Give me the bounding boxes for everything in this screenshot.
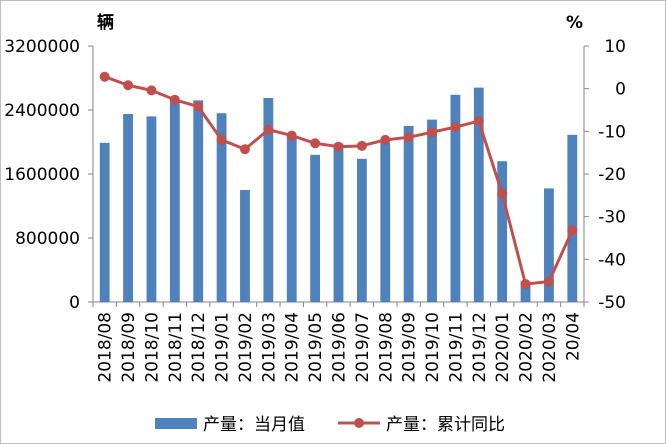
point-2019/12 xyxy=(473,116,484,127)
left-tick-label: 0 xyxy=(69,293,80,313)
left-axis-unit: 辆 xyxy=(97,12,114,33)
x-tick-label: 2019/03 xyxy=(259,312,279,383)
x-tick-label: 2018/10 xyxy=(142,312,162,383)
bar-2020/01 xyxy=(497,161,508,302)
point-2019/10 xyxy=(427,127,438,138)
point-2019/11 xyxy=(450,122,461,133)
point-2019/03 xyxy=(263,124,274,135)
bar-2019/12 xyxy=(473,87,484,302)
bar-2020/02 xyxy=(520,281,531,302)
point-2019/09 xyxy=(403,132,414,143)
bar-2019/02 xyxy=(240,190,250,302)
x-tick-label: 2018/08 xyxy=(96,312,116,383)
x-tick-label: 2019/12 xyxy=(470,312,490,383)
x-tick-label: 2019/08 xyxy=(376,312,396,383)
x-tick-label: 2019/07 xyxy=(353,312,373,383)
point-2018/09 xyxy=(123,80,134,91)
bar-2018/12 xyxy=(193,100,204,303)
bar-2020/03 xyxy=(544,188,554,302)
bar-2019/06 xyxy=(333,143,344,302)
right-axis-unit: % xyxy=(566,13,583,33)
bar-2019/05 xyxy=(310,154,321,302)
bar-2018/10 xyxy=(146,116,157,303)
point-2019/02 xyxy=(239,144,250,155)
legend: 产量：当月值 产量：累计同比 xyxy=(155,415,505,435)
point-2020/01 xyxy=(497,188,508,199)
x-tick-labels: 2018/08 2018/09 2018/10 2018/11 2018/12 2019/… xyxy=(96,312,584,383)
left-tick-label: 1600000 xyxy=(4,165,80,185)
right-tick-label: -30 xyxy=(598,208,626,228)
x-tick-label: 2019/04 xyxy=(283,312,303,383)
left-tick-label: 800000 xyxy=(15,229,80,249)
point-2019/04 xyxy=(286,130,297,141)
bar-series xyxy=(99,87,578,303)
line-series xyxy=(99,71,578,290)
legend-line-label: 产量：累计同比 xyxy=(386,415,505,435)
x-tick-label: 2020/01 xyxy=(493,312,513,383)
x-tick-label: 2019/02 xyxy=(236,312,256,383)
bar-2018/09 xyxy=(123,114,133,302)
bar-2018/11 xyxy=(169,100,180,303)
x-tick-label: 2019/11 xyxy=(446,312,466,383)
left-tick-label: 3200000 xyxy=(4,37,80,57)
bar-2019/03 xyxy=(263,98,274,302)
point-2019/05 xyxy=(310,138,321,149)
bar-2019/07 xyxy=(356,158,367,302)
legend-line-marker xyxy=(354,418,364,428)
x-tick-label: 2019/06 xyxy=(330,312,350,383)
legend-bar-swatch xyxy=(155,418,197,429)
point-2019/06 xyxy=(333,141,344,152)
bar-2019/10 xyxy=(427,119,437,302)
point-2019/07 xyxy=(356,140,367,151)
x-tick-label: 2019/10 xyxy=(423,312,443,383)
x-tick-label: 2019/05 xyxy=(306,312,326,383)
bar-2019/11 xyxy=(450,94,461,302)
x-tick-label: 2019/09 xyxy=(400,312,420,383)
point-2020/03 xyxy=(543,276,554,287)
x-tick-label: 2020/03 xyxy=(540,312,560,383)
right-tick-label: -20 xyxy=(598,165,626,185)
bar-20/04 xyxy=(567,134,578,302)
legend-bar-label: 产量：当月值 xyxy=(203,415,305,435)
point-2020/02 xyxy=(520,279,531,290)
point-2018/08 xyxy=(99,71,110,82)
x-tick-label: 2020/02 xyxy=(517,312,537,383)
point-2019/01 xyxy=(216,134,227,145)
right-tick-label: 10 xyxy=(604,37,626,57)
bar-2019/09 xyxy=(403,126,414,302)
point-20/04 xyxy=(567,225,578,236)
point-2018/12 xyxy=(193,101,204,112)
right-tick-label: -10 xyxy=(598,122,626,142)
right-tick-label: -40 xyxy=(598,250,626,270)
bar-2018/08 xyxy=(99,142,110,302)
right-tick-label: 0 xyxy=(615,80,626,100)
right-tick-label: -50 xyxy=(598,293,626,313)
x-tick-label: 2018/11 xyxy=(166,312,186,383)
x-tick-label: 20/04 xyxy=(563,312,583,361)
point-2019/08 xyxy=(380,134,391,145)
x-tick-label: 2018/09 xyxy=(119,312,139,383)
bar-2019/08 xyxy=(380,142,391,302)
bar-2019/04 xyxy=(286,135,297,302)
bar-2019/01 xyxy=(216,113,227,302)
x-tick-label: 2018/12 xyxy=(189,312,209,383)
left-tick-label: 2400000 xyxy=(4,101,80,121)
x-tick-label: 2019/01 xyxy=(213,312,233,383)
point-2018/11 xyxy=(169,94,180,105)
point-2018/10 xyxy=(146,85,157,96)
